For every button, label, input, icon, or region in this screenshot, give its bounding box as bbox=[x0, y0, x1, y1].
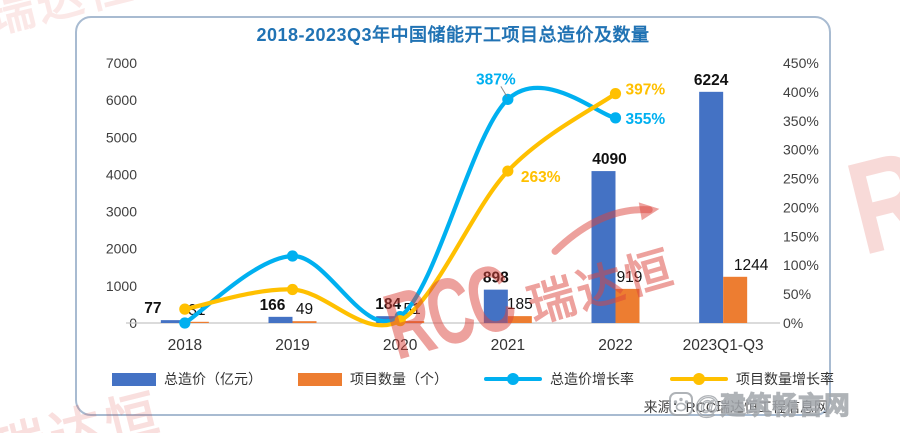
legend-line-dot bbox=[693, 373, 705, 385]
right-axis-tick: 100% bbox=[783, 257, 819, 273]
line-point-label: 355% bbox=[626, 111, 666, 128]
x-category-label: 2021 bbox=[491, 337, 525, 354]
legend-line-swatch bbox=[484, 373, 542, 385]
legend-label: 项目数量增长率 bbox=[736, 371, 834, 387]
chart-title: 2018-2023Q3年中国储能开工项目总造价及数量 bbox=[256, 25, 650, 45]
site-handle-text: @建筑畅言网 bbox=[694, 391, 851, 420]
x-category-label: 2022 bbox=[598, 337, 632, 354]
x-category-label: 2019 bbox=[275, 337, 309, 354]
bar-value-label: 6224 bbox=[694, 72, 729, 89]
x-category-label: 2023Q1-Q3 bbox=[683, 337, 764, 354]
line-marker-总造价增长率-2018 bbox=[179, 317, 191, 329]
line-point-label: 397% bbox=[626, 82, 666, 99]
bar-value-label: 4090 bbox=[592, 151, 626, 168]
bar-项目数量（个）-2020 bbox=[400, 321, 425, 323]
line-marker-总造价增长率-2022 bbox=[609, 112, 622, 124]
bar-总造价（亿元）-2022 bbox=[591, 171, 616, 323]
legend-label: 项目数量（个） bbox=[350, 371, 448, 387]
legend-bar-swatch bbox=[112, 372, 156, 386]
bar-总造价（亿元）-2018 bbox=[160, 320, 185, 323]
legend-line-dot bbox=[507, 373, 519, 385]
bar-项目数量（个）-2021 bbox=[507, 316, 532, 323]
left-axis-tick: 3000 bbox=[106, 204, 137, 220]
right-axis-tick: 400% bbox=[783, 84, 819, 100]
line-项目数量增长率 bbox=[182, 91, 618, 328]
right-axis-tick: 200% bbox=[783, 199, 819, 215]
bar-value-label: 898 bbox=[483, 270, 509, 287]
legend-item: 总造价（亿元） bbox=[112, 369, 262, 389]
line-marker-项目数量增长率-2021 bbox=[502, 165, 514, 177]
x-category-label: 2018 bbox=[168, 337, 202, 354]
bar-value-label: 77 bbox=[144, 300, 161, 317]
right-axis-tick: 0% bbox=[783, 315, 803, 331]
left-axis-tick: 6000 bbox=[106, 92, 137, 108]
line-point-label: 387% bbox=[476, 71, 516, 88]
bar-总造价（亿元）-2019 bbox=[268, 316, 293, 323]
bar-项目数量（个）-2019 bbox=[292, 321, 317, 323]
legend-item: 总造价增长率 bbox=[484, 369, 634, 389]
right-axis-tick: 350% bbox=[783, 113, 819, 129]
bar-项目数量（个）-2022 bbox=[615, 288, 640, 323]
legend-label: 总造价增长率 bbox=[550, 371, 634, 387]
right-axis-tick: 300% bbox=[783, 142, 819, 158]
bar-项目数量（个）-2023Q1-Q3 bbox=[723, 276, 748, 323]
line-marker-项目数量增长率-2022 bbox=[609, 88, 622, 100]
left-axis-tick: 7000 bbox=[106, 55, 137, 71]
bar-value-label: 49 bbox=[296, 301, 313, 318]
legend-item: 项目数量增长率 bbox=[670, 369, 834, 389]
x-category-label: 2020 bbox=[383, 337, 418, 354]
bar-value-label: 185 bbox=[507, 296, 533, 313]
left-axis-tick: 1000 bbox=[106, 278, 137, 294]
right-axis-tick: 250% bbox=[783, 171, 819, 187]
bar-value-label: 184 bbox=[375, 296, 401, 313]
bar-value-label: 919 bbox=[617, 269, 643, 286]
legend-bar-swatch bbox=[298, 372, 342, 386]
line-marker-项目数量增长率-2019 bbox=[286, 283, 299, 296]
bar-总造价（亿元）-2021 bbox=[483, 289, 508, 323]
label-leader-line bbox=[500, 86, 508, 97]
bar-项目数量（个）-2018 bbox=[184, 321, 209, 323]
bar-value-label: 166 bbox=[260, 297, 286, 314]
legend-label: 总造价（亿元） bbox=[164, 371, 262, 387]
right-axis-tick: 50% bbox=[783, 286, 811, 302]
line-marker-项目数量增长率-2020 bbox=[394, 315, 406, 327]
line-marker-总造价增长率-2021 bbox=[502, 93, 514, 105]
line-point-label: 263% bbox=[521, 169, 561, 186]
bar-value-label: 1244 bbox=[734, 257, 769, 274]
left-axis-tick: 2000 bbox=[106, 241, 137, 257]
bar-总造价（亿元）-2023Q1-Q3 bbox=[699, 91, 724, 323]
legend-item: 项目数量（个） bbox=[298, 369, 448, 389]
line-总造价增长率 bbox=[182, 85, 618, 326]
left-axis-tick: 5000 bbox=[106, 129, 137, 145]
right-axis-tick: 150% bbox=[783, 228, 819, 244]
left-axis-tick: 4000 bbox=[106, 166, 137, 182]
paw-icon bbox=[669, 392, 693, 416]
chart-legend: 总造价（亿元） 项目数量（个） 总造价增长率 项目数量增长率 bbox=[112, 369, 834, 389]
line-marker-总造价增长率-2019 bbox=[286, 250, 299, 262]
line-marker-项目数量增长率-2018 bbox=[179, 303, 191, 315]
right-axis-tick: 450% bbox=[783, 55, 819, 71]
source-caption: 来源：RCC瑞达恒工程信息网 bbox=[643, 399, 828, 415]
watermark-site-handle: @建筑畅言网 bbox=[668, 386, 850, 422]
legend-line-swatch bbox=[670, 373, 728, 385]
